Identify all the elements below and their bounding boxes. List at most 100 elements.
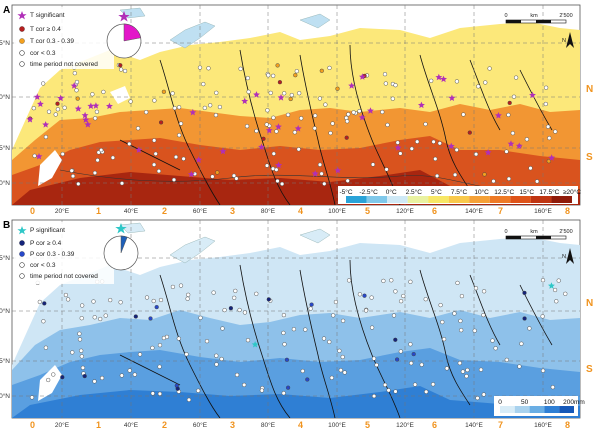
station-not-significant: [423, 121, 428, 127]
station-significant: [70, 82, 78, 89]
station-not-significant: [487, 66, 492, 71]
scale-bar-a: 0 km 2'500: [504, 13, 573, 24]
lon-label: 160°E: [534, 421, 552, 429]
station-not-significant: [504, 149, 509, 154]
station-not-significant: [297, 91, 302, 96]
station-not-significant: [475, 395, 480, 401]
colorbar-label: 10°C: [474, 188, 489, 196]
station-not-significant: [94, 109, 100, 114]
station-not-significant: [128, 99, 133, 104]
station-not-significant: [409, 146, 414, 151]
station-not-significant: [321, 336, 327, 341]
station-not-significant: [157, 343, 163, 348]
map-furniture-a: 0 km 2'500 N: [504, 13, 574, 48]
colorbar-swatch: [529, 406, 545, 413]
station-not-significant: [157, 391, 163, 396]
station-not-significant: [110, 155, 116, 160]
station-not-significant: [244, 124, 250, 129]
station-not-significant: [186, 397, 192, 402]
colorbar-a-swatches: [346, 196, 572, 203]
colorbar-swatch: [366, 196, 388, 203]
colorbar-swatch: [387, 196, 408, 203]
lat-labels-a: 75°N 70°N 65°N 60°N: [0, 39, 10, 187]
station-not-significant: [476, 84, 481, 89]
legend-label: cor < 0.3: [30, 50, 56, 57]
station-correlated: [284, 357, 290, 362]
station-not-significant: [458, 318, 463, 324]
station-not-significant: [119, 373, 124, 378]
station-not-significant: [150, 345, 155, 351]
station-not-significant: [196, 388, 201, 393]
zone-side-s: S: [586, 364, 593, 375]
star-symbol: [17, 11, 27, 20]
zone-number: 0: [30, 420, 35, 430]
station-not-significant: [412, 382, 418, 387]
station-significant: [275, 123, 282, 130]
station-not-significant: [77, 337, 83, 342]
station-not-significant: [210, 174, 215, 179]
station-correlated: [42, 301, 47, 306]
stations-b: [29, 278, 568, 402]
station-not-significant: [214, 353, 219, 358]
station-not-significant: [32, 153, 37, 158]
station-not-significant: [63, 292, 69, 298]
north-label: N: [562, 254, 566, 260]
legend-label: time period not covered: [30, 273, 98, 280]
station-not-significant: [254, 128, 259, 134]
station-not-significant: [170, 284, 176, 290]
station-not-significant: [478, 367, 484, 372]
station-not-significant: [172, 105, 177, 111]
colorbar-label: 2.5°C: [406, 188, 423, 196]
station-not-significant: [69, 168, 74, 173]
station-not-significant: [331, 313, 336, 318]
station-not-significant: [434, 173, 440, 179]
lon-label: 20°E: [55, 421, 70, 429]
severnaya-zemlya-b: [299, 228, 331, 244]
zone-number: 7: [498, 420, 503, 430]
station-not-significant: [281, 330, 286, 336]
station-not-significant: [457, 360, 462, 366]
station-not-significant: [245, 75, 250, 81]
station-correlated: [305, 377, 310, 382]
station-correlated: [75, 96, 80, 101]
station-significant: [241, 97, 249, 105]
station-significant: [394, 144, 402, 151]
legend-label: time period not covered: [30, 61, 98, 68]
colorbar-swatch: [510, 196, 531, 203]
station-not-significant: [473, 152, 479, 157]
legend-a-item-3: cor < 0.3: [19, 50, 56, 57]
legend-b-item-4: time period not covered: [19, 273, 98, 280]
station-not-significant: [381, 278, 386, 284]
lat-label: 65°N: [0, 144, 10, 152]
station-not-significant: [540, 368, 546, 373]
station-not-significant: [37, 299, 42, 305]
colorbar-swatch: [407, 196, 429, 203]
station-not-significant: [363, 308, 369, 313]
station-not-significant: [186, 292, 191, 297]
station-not-significant: [386, 388, 391, 393]
station-significant: [135, 146, 143, 153]
lon-label: 80°E: [261, 207, 276, 215]
station-not-significant: [90, 92, 95, 97]
legend-label: T cor ≥ 0.4: [30, 26, 61, 33]
colorbar-label: ≥20°C: [563, 188, 581, 196]
station-not-significant: [268, 90, 273, 96]
station-not-significant: [423, 297, 428, 302]
station-not-significant: [461, 112, 466, 117]
station-correlated: [319, 68, 324, 73]
station-not-significant: [43, 134, 49, 140]
station-not-significant: [540, 314, 545, 319]
colorbar-swatch: [551, 196, 572, 203]
station-not-significant: [398, 151, 403, 156]
legend-label: T cor 0.3 - 0.39: [30, 38, 74, 45]
station-significant: [448, 94, 456, 101]
station-not-significant: [53, 112, 58, 117]
station-significant: [87, 102, 95, 109]
station-not-significant: [150, 391, 155, 396]
station-not-significant: [151, 162, 157, 167]
station-correlated: [482, 172, 487, 177]
station-not-significant: [338, 368, 343, 373]
station-significant: [187, 170, 195, 178]
station-not-significant: [382, 72, 388, 77]
